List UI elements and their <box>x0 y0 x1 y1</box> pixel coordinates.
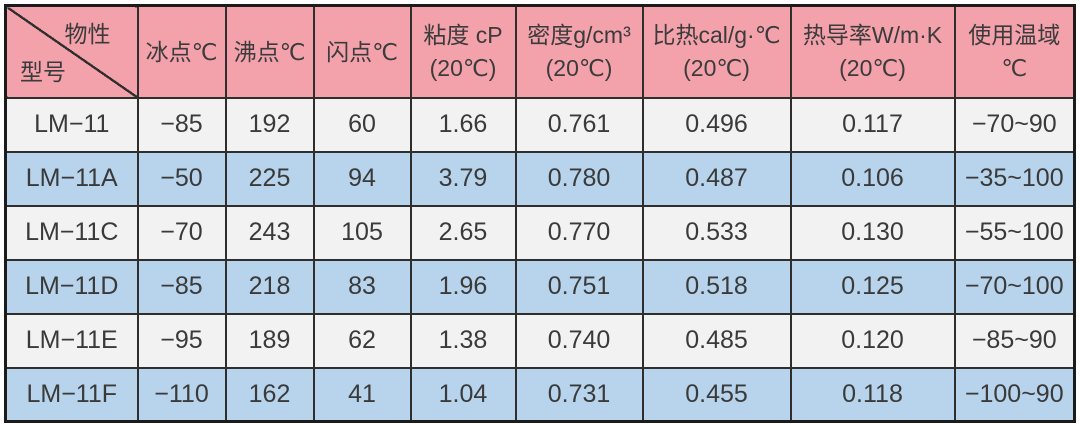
value-cell: 105 <box>312 204 412 261</box>
value-cell: 0.780 <box>514 150 644 207</box>
header-row: 物性 型号 冰点℃ 沸点℃ 闪点℃ 粘度 cP (20℃) 密度g/cm³ (20℃) 比热c… <box>4 4 1076 99</box>
model-cell: LM−11E <box>4 312 139 369</box>
value-cell: 0.731 <box>514 366 644 423</box>
value-cell: −85 <box>136 96 227 153</box>
value-cell: 0.770 <box>514 204 644 261</box>
corner-cell: 物性 型号 <box>4 4 139 99</box>
value-cell: −85~90 <box>953 312 1076 369</box>
value-cell: 0.455 <box>641 366 792 423</box>
value-cell: 243 <box>224 204 315 261</box>
table-body: LM−11 −85 192 60 1.66 0.761 0.496 0.117 −70~90 LM… <box>4 96 1076 423</box>
value-cell: 41 <box>312 366 412 423</box>
table-row: LM−11F −110 162 41 1.04 0.731 0.455 0.118 −100~9… <box>4 366 1076 423</box>
value-cell: −70~100 <box>953 258 1076 315</box>
corner-model-label: 型号 <box>20 59 66 86</box>
value-cell: −55~100 <box>953 204 1076 261</box>
value-cell: 1.38 <box>409 312 517 369</box>
model-cell: LM−11C <box>4 204 139 261</box>
table-row: LM−11A −50 225 94 3.79 0.780 0.487 0.106 −35~100 <box>4 150 1076 207</box>
value-cell: 1.96 <box>409 258 517 315</box>
value-cell: 60 <box>312 96 412 153</box>
column-header-line2: ℃ <box>1001 54 1028 81</box>
value-cell: 0.117 <box>789 96 956 153</box>
column-header: 粘度 cP (20℃) <box>409 4 517 99</box>
value-cell: −110 <box>136 366 227 423</box>
value-cell: 0.751 <box>514 258 644 315</box>
column-header-line2: (20℃) <box>839 54 906 81</box>
value-cell: 0.518 <box>641 258 792 315</box>
column-header: 使用温域 ℃ <box>953 4 1076 99</box>
corner-property-label: 物性 <box>64 21 111 47</box>
value-cell: 0.533 <box>641 204 792 261</box>
value-cell: 0.130 <box>789 204 956 261</box>
value-cell: 0.125 <box>789 258 956 315</box>
material-properties-table: 物性 型号 冰点℃ 沸点℃ 闪点℃ 粘度 cP (20℃) 密度g/cm³ (20℃) 比热c… <box>4 4 1076 423</box>
value-cell: −85 <box>136 258 227 315</box>
value-cell: −70~90 <box>953 96 1076 153</box>
value-cell: −100~90 <box>953 366 1076 423</box>
column-header-line1: 比热cal/g·℃ <box>652 22 781 49</box>
table-row: LM−11 −85 192 60 1.66 0.761 0.496 0.117 −70~90 <box>4 96 1076 153</box>
column-header: 热导率W/m·K (20℃) <box>789 4 956 99</box>
value-cell: 94 <box>312 150 412 207</box>
column-header-line1: 密度g/cm³ <box>527 22 631 49</box>
value-cell: 0.120 <box>789 312 956 369</box>
column-header-line1: 热导率W/m·K <box>802 22 943 49</box>
value-cell: 225 <box>224 150 315 207</box>
value-cell: −70 <box>136 204 227 261</box>
value-cell: 162 <box>224 366 315 423</box>
column-header: 密度g/cm³ (20℃) <box>514 4 644 99</box>
table-row: LM−11E −95 189 62 1.38 0.740 0.485 0.120 −85~90 <box>4 312 1076 369</box>
column-header: 比热cal/g·℃ (20℃) <box>641 4 792 99</box>
column-header: 闪点℃ <box>312 4 412 99</box>
value-cell: 0.740 <box>514 312 644 369</box>
column-header-line2: (20℃) <box>683 54 750 81</box>
column-header: 沸点℃ <box>224 4 315 99</box>
model-cell: LM−11A <box>4 150 139 207</box>
value-cell: 1.66 <box>409 96 517 153</box>
value-cell: 62 <box>312 312 412 369</box>
column-header-line2: (20℃) <box>545 54 613 81</box>
value-cell: 0.487 <box>641 150 792 207</box>
value-cell: 189 <box>224 312 315 369</box>
model-cell: LM−11F <box>4 366 139 423</box>
value-cell: 0.106 <box>789 150 956 207</box>
table-row: LM−11C −70 243 105 2.65 0.770 0.533 0.130 −55~10… <box>4 204 1076 261</box>
value-cell: 3.79 <box>409 150 517 207</box>
value-cell: 0.485 <box>641 312 792 369</box>
value-cell: 0.761 <box>514 96 644 153</box>
model-cell: LM−11 <box>4 96 139 153</box>
value-cell: −95 <box>136 312 227 369</box>
value-cell: 218 <box>224 258 315 315</box>
value-cell: 192 <box>224 96 315 153</box>
column-header-line1: 闪点℃ <box>326 38 398 65</box>
column-header-line2: (20℃) <box>429 54 497 81</box>
column-header-line1: 使用温域 <box>968 22 1061 49</box>
value-cell: 0.496 <box>641 96 792 153</box>
value-cell: 0.118 <box>789 366 956 423</box>
value-cell: −35~100 <box>953 150 1076 207</box>
column-header-line1: 粘度 cP <box>423 22 503 49</box>
value-cell: −50 <box>136 150 227 207</box>
column-header-line1: 冰点℃ <box>145 38 218 65</box>
value-cell: 83 <box>312 258 412 315</box>
value-cell: 1.04 <box>409 366 517 423</box>
column-header: 冰点℃ <box>136 4 227 99</box>
value-cell: 2.65 <box>409 204 517 261</box>
table-row: LM−11D −85 218 83 1.96 0.751 0.518 0.125 −70~100 <box>4 258 1076 315</box>
model-cell: LM−11D <box>4 258 139 315</box>
column-header-line1: 沸点℃ <box>233 38 306 65</box>
